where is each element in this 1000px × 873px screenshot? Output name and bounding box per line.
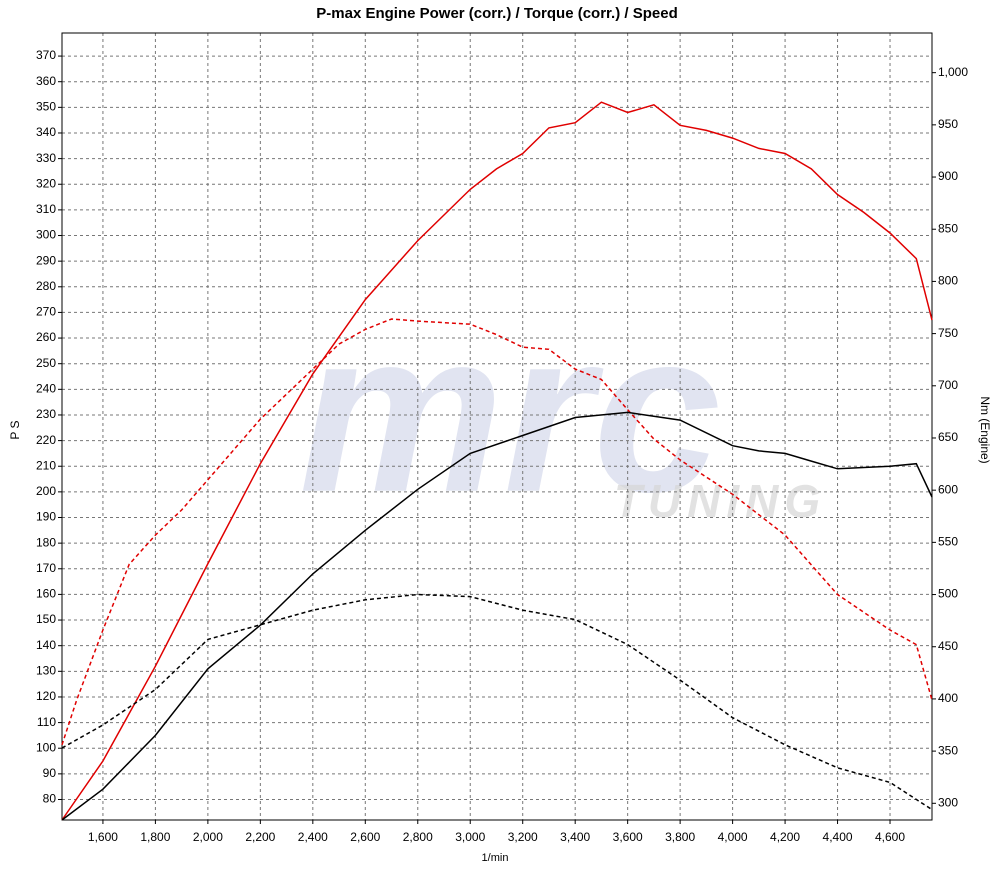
x-axis-label: 1/min bbox=[482, 852, 509, 864]
y-tick-label: 160 bbox=[36, 587, 56, 601]
y-tick-label: 350 bbox=[36, 100, 56, 114]
x-tick-label: 1,800 bbox=[140, 830, 170, 844]
x-tick-label: 3,000 bbox=[455, 830, 485, 844]
y-tick-label: 240 bbox=[36, 382, 56, 396]
y-tick-label: 90 bbox=[43, 766, 57, 780]
y2-axis-label: Nm (Engine) bbox=[978, 396, 992, 463]
y-tick-label: 210 bbox=[36, 458, 56, 472]
y2-tick-label: 350 bbox=[938, 743, 958, 757]
y2-tick-label: 600 bbox=[938, 482, 958, 496]
x-tick-label: 2,200 bbox=[245, 830, 275, 844]
y-tick-label: 80 bbox=[43, 792, 57, 806]
x-tick-label: 1,600 bbox=[88, 830, 118, 844]
watermark-sub: TUNING bbox=[614, 475, 826, 527]
x-tick-label: 4,400 bbox=[823, 830, 853, 844]
y2-tick-label: 500 bbox=[938, 587, 958, 601]
series-line bbox=[61, 411, 933, 821]
x-tick-label: 4,200 bbox=[770, 830, 800, 844]
series-line bbox=[61, 101, 933, 821]
y-tick-label: 260 bbox=[36, 330, 56, 344]
y2-tick-label: 750 bbox=[938, 326, 958, 340]
y-tick-label: 340 bbox=[36, 125, 56, 139]
y-tick-label: 290 bbox=[36, 253, 56, 267]
series-line bbox=[61, 593, 933, 811]
plot-frame bbox=[61, 32, 933, 821]
x-tick-label: 2,400 bbox=[298, 830, 328, 844]
y-tick-label: 180 bbox=[36, 535, 56, 549]
y-tick-label: 150 bbox=[36, 612, 56, 626]
x-tick-label: 3,800 bbox=[665, 830, 695, 844]
y-tick-label: 200 bbox=[36, 484, 56, 498]
watermark: mrc bbox=[299, 283, 721, 540]
y2-tick-label: 450 bbox=[938, 639, 958, 653]
y-axis-label: P S bbox=[8, 420, 22, 439]
y-tick-label: 360 bbox=[36, 74, 56, 88]
chart-title: P-max Engine Power (corr.) / Torque (cor… bbox=[316, 5, 677, 22]
y-tick-label: 330 bbox=[36, 151, 56, 165]
y2-tick-label: 850 bbox=[938, 221, 958, 235]
x-tick-label: 2,800 bbox=[403, 830, 433, 844]
x-tick-label: 4,000 bbox=[718, 830, 748, 844]
y-tick-label: 250 bbox=[36, 356, 56, 370]
y2-tick-label: 900 bbox=[938, 169, 958, 183]
x-tick-label: 2,000 bbox=[193, 830, 223, 844]
y-tick-label: 120 bbox=[36, 689, 56, 703]
y2-tick-label: 800 bbox=[938, 274, 958, 288]
y-tick-label: 190 bbox=[36, 510, 56, 524]
y2-tick-label: 550 bbox=[938, 535, 958, 549]
y2-tick-label: 700 bbox=[938, 378, 958, 392]
series-line bbox=[61, 318, 933, 746]
y2-tick-label: 650 bbox=[938, 430, 958, 444]
y-tick-label: 300 bbox=[36, 228, 56, 242]
y2-tick-label: 1,000 bbox=[938, 65, 968, 79]
y-tick-label: 280 bbox=[36, 279, 56, 293]
x-tick-label: 2,600 bbox=[350, 830, 380, 844]
y2-tick-label: 300 bbox=[938, 795, 958, 809]
y-tick-label: 320 bbox=[36, 176, 56, 190]
y-tick-label: 230 bbox=[36, 407, 56, 421]
y-tick-label: 370 bbox=[36, 48, 56, 62]
y-tick-label: 100 bbox=[36, 740, 56, 754]
y-tick-label: 220 bbox=[36, 433, 56, 447]
y-tick-label: 310 bbox=[36, 202, 56, 216]
y-tick-label: 110 bbox=[37, 715, 56, 729]
x-tick-label: 3,400 bbox=[560, 830, 590, 844]
y-tick-label: 140 bbox=[36, 638, 56, 652]
x-tick-label: 4,600 bbox=[875, 830, 905, 844]
y-tick-label: 170 bbox=[36, 561, 56, 575]
y-tick-label: 270 bbox=[36, 305, 56, 319]
y2-tick-label: 950 bbox=[938, 117, 958, 131]
y-tick-label: 130 bbox=[36, 663, 56, 677]
y2-tick-label: 400 bbox=[938, 691, 958, 705]
x-tick-label: 3,200 bbox=[508, 830, 538, 844]
x-tick-label: 3,600 bbox=[613, 830, 643, 844]
